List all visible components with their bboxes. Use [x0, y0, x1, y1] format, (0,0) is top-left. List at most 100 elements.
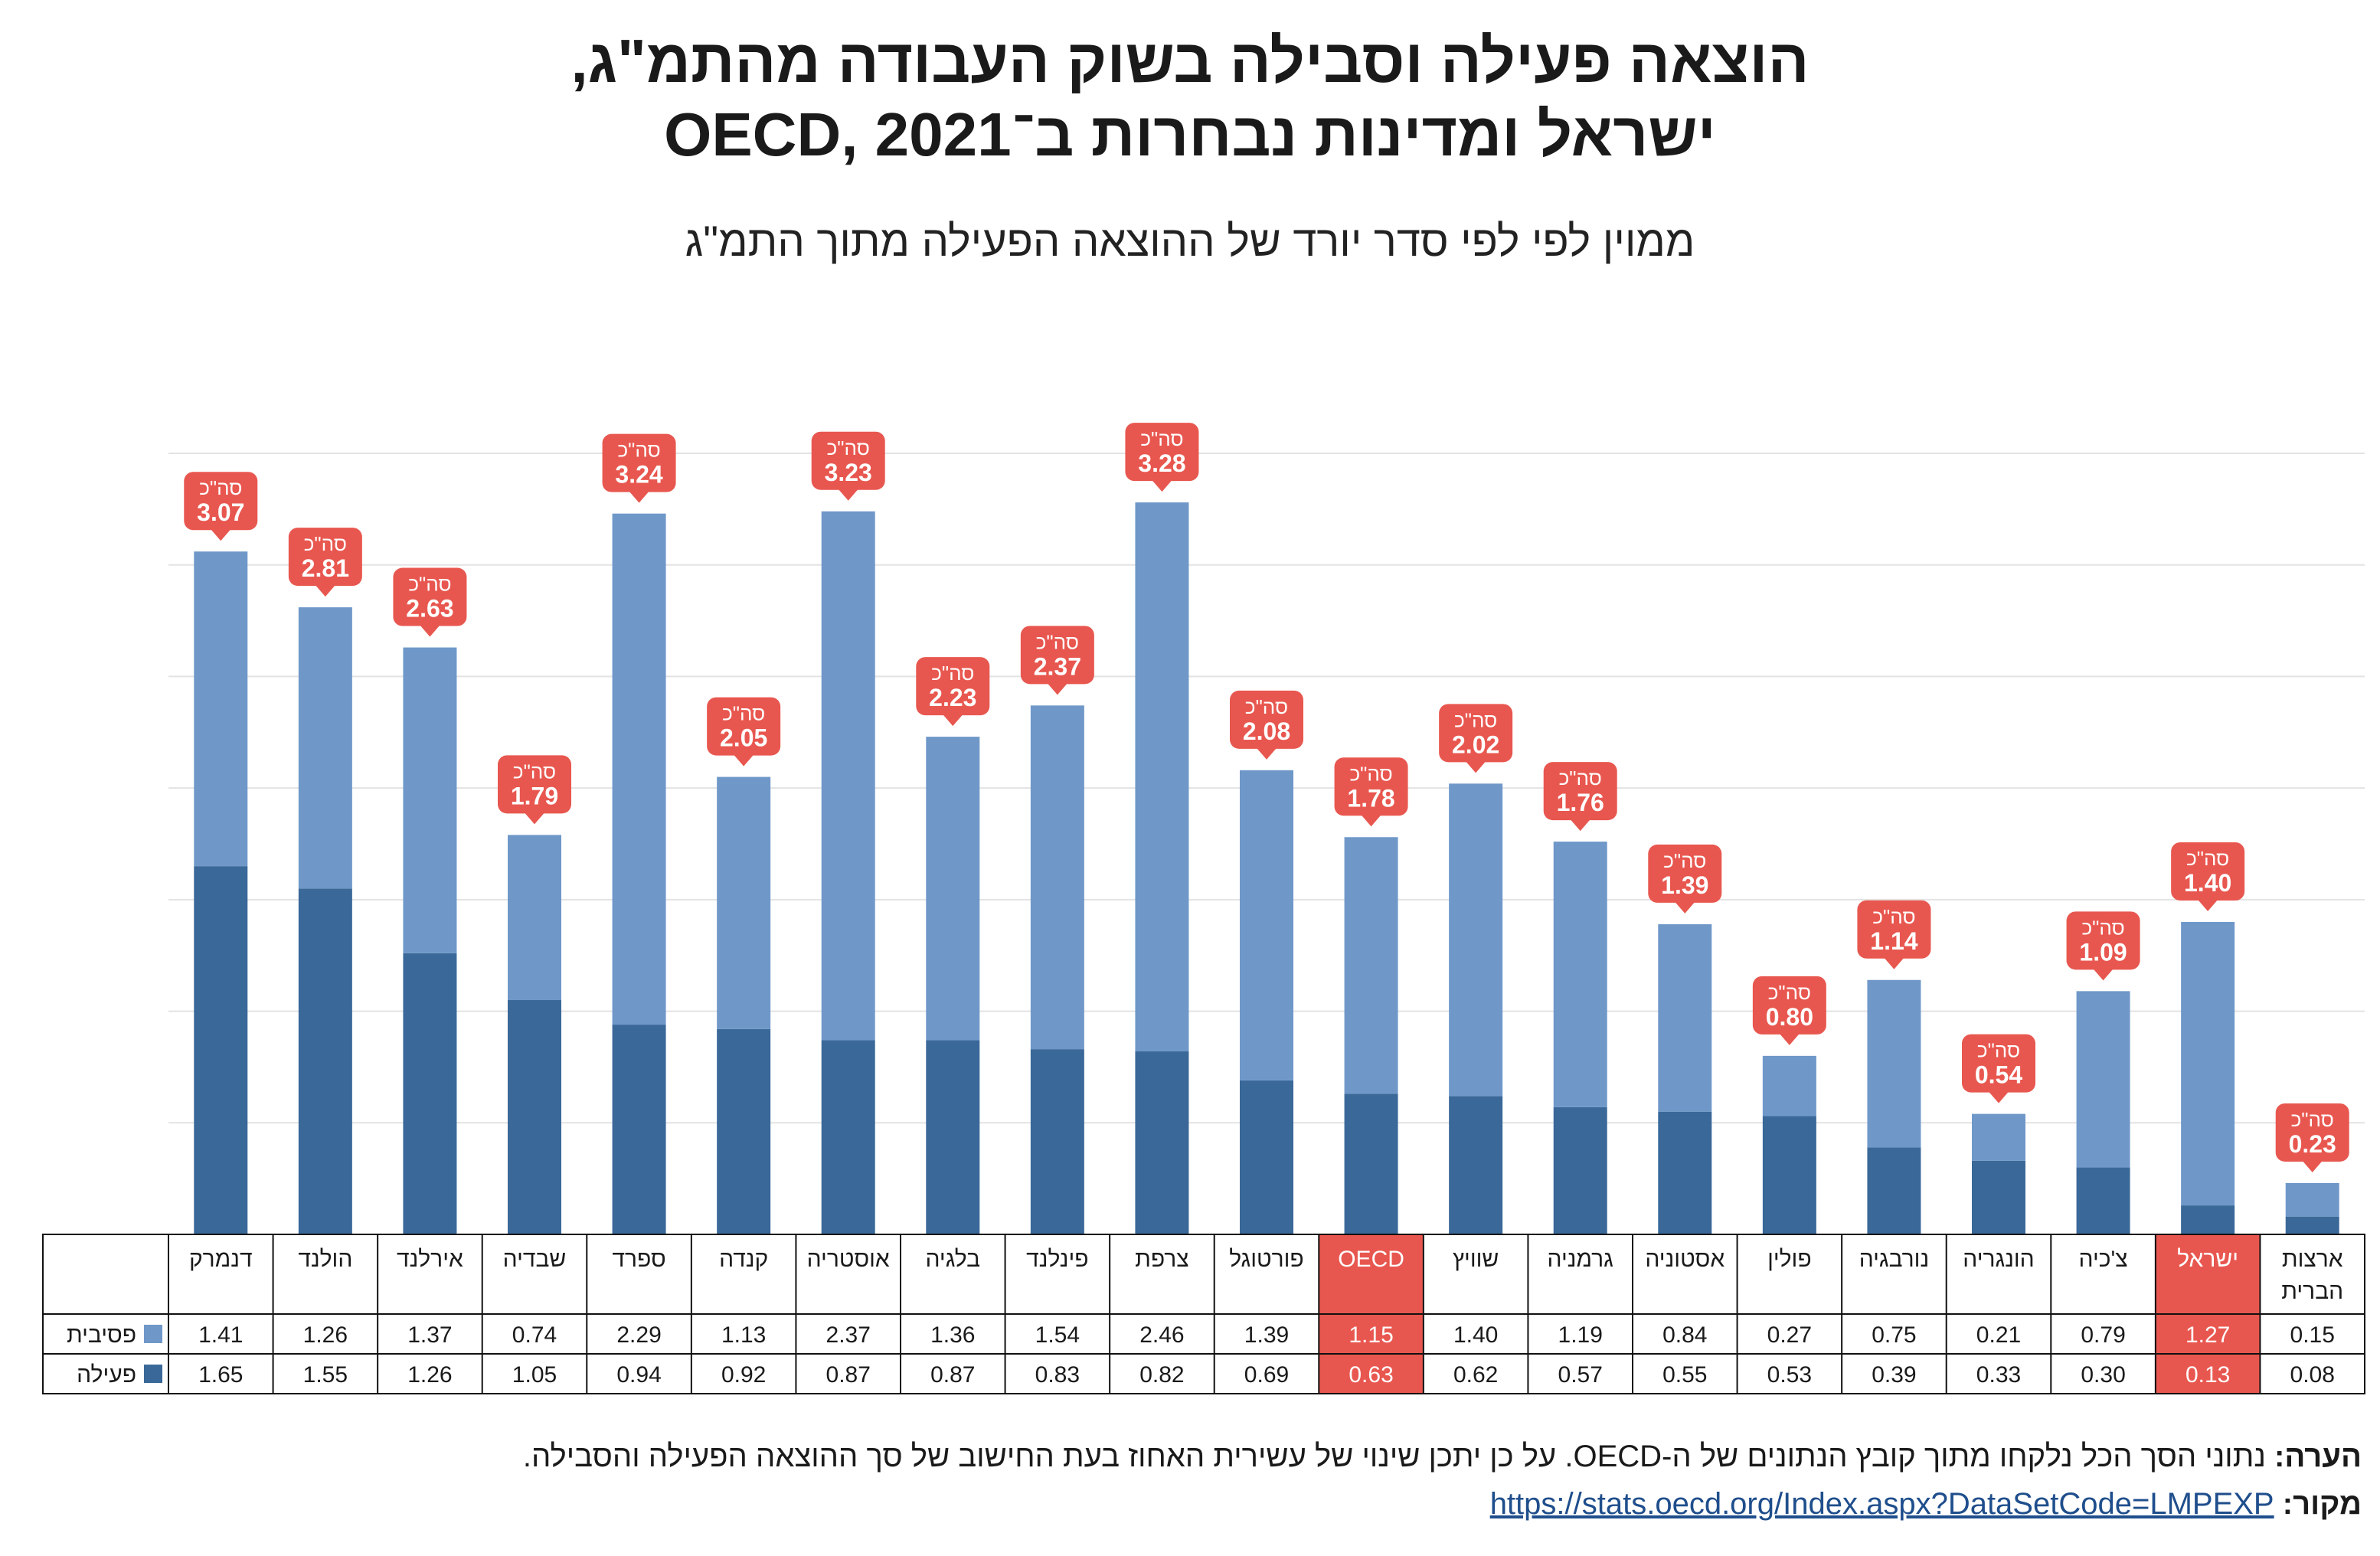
total-callout: [393, 567, 467, 626]
category-label: פינלנד: [1026, 1247, 1088, 1272]
total-label: סה"כ: [304, 532, 347, 555]
total-value: 2.23: [929, 684, 976, 711]
total-value: 0.80: [1766, 1003, 1813, 1031]
total-label: סה"כ: [1663, 849, 1706, 872]
passive-value: 1.19: [1558, 1322, 1603, 1348]
active-value: 0.82: [1139, 1362, 1184, 1388]
total-label: סה"כ: [1454, 708, 1497, 731]
bar-passive: [1135, 502, 1189, 1052]
total-callout: [2275, 1103, 2349, 1162]
callout-pointer: [2302, 1160, 2323, 1172]
bar-passive: [2076, 991, 2130, 1168]
category-label: קנדה: [719, 1247, 768, 1272]
active-value: 0.92: [721, 1362, 766, 1388]
bar-passive: [1553, 842, 1607, 1107]
active-value: 0.94: [616, 1362, 661, 1388]
chart-subtitle: ממוין לפי לפי סדר יורד של ההוצאה הפעילה …: [685, 217, 1695, 265]
total-value: 2.81: [302, 554, 349, 582]
callout-pointer: [838, 489, 858, 501]
note-label: הערה:: [2274, 1440, 2362, 1473]
total-label: סה"כ: [1036, 630, 1079, 653]
bar-passive: [2181, 922, 2235, 1206]
passive-value: 0.27: [1767, 1322, 1812, 1348]
active-value: 0.57: [1558, 1362, 1603, 1388]
category-label: צרפת: [1135, 1247, 1189, 1272]
total-value: 0.54: [1975, 1061, 2022, 1089]
callout-pointer: [1361, 815, 1381, 827]
bar-passive: [1658, 923, 1712, 1112]
bar-passive: [1972, 1113, 2025, 1161]
callout-pointer: [1152, 480, 1172, 492]
total-callout: [707, 697, 781, 756]
bar-active: [1030, 1049, 1084, 1234]
callout-pointer: [2093, 969, 2114, 981]
callout-pointer: [1989, 1091, 2009, 1103]
bar-active: [1135, 1051, 1189, 1234]
total-callout: [2171, 842, 2245, 901]
total-callout: [2066, 911, 2140, 970]
total-callout: [184, 472, 258, 531]
legend-label-passive: פסיבית: [67, 1322, 136, 1348]
category-label: דנמרק: [189, 1247, 253, 1272]
bar-passive: [298, 607, 352, 889]
active-value: 1.55: [303, 1362, 348, 1388]
callout-pointer: [1884, 957, 1904, 969]
total-callout: [288, 528, 362, 587]
total-label: סה"כ: [1349, 762, 1392, 785]
total-value: 3.28: [1138, 449, 1185, 477]
bar-active: [2076, 1167, 2130, 1234]
source-label: מקור:: [2282, 1487, 2362, 1521]
category-label: צ'כיה: [2079, 1247, 2128, 1272]
passive-value: 0.84: [1662, 1322, 1707, 1348]
active-value: 0.87: [930, 1362, 975, 1388]
title-line-1: הוצאה פעילה וסבילה בשוק העבודה מהתמ"ג,: [570, 27, 1810, 95]
category-label: גרמניה: [1548, 1247, 1613, 1272]
total-label: סה"כ: [722, 702, 765, 725]
active-value: 0.33: [1976, 1362, 2021, 1388]
category-label: פורטוגל: [1229, 1247, 1303, 1272]
passive-value: 2.29: [616, 1322, 661, 1348]
data-table-grid: [42, 1234, 2365, 1394]
bar-passive: [508, 835, 561, 1000]
bar-passive: [194, 551, 248, 867]
total-value: 3.07: [197, 499, 244, 526]
active-value: 0.62: [1453, 1362, 1498, 1388]
total-label: סה"כ: [1140, 427, 1183, 450]
total-callout: [1752, 976, 1826, 1035]
total-value: 2.37: [1034, 652, 1081, 680]
passive-value: 2.37: [826, 1322, 871, 1348]
callout-pointer: [1675, 901, 1695, 914]
active-value: 0.87: [826, 1362, 871, 1388]
passive-value: 1.40: [1453, 1322, 1498, 1348]
total-value: 2.63: [406, 595, 453, 623]
bar-active: [194, 866, 248, 1234]
bar-active: [2285, 1216, 2339, 1234]
passive-value: 2.46: [1139, 1322, 1184, 1348]
total-callout: [1543, 762, 1617, 821]
total-label: סה"כ: [827, 436, 870, 459]
bar-active: [2181, 1205, 2235, 1234]
bar-passive: [1762, 1055, 1816, 1116]
total-callout: [1648, 844, 1722, 903]
category-label: פולין: [1767, 1247, 1812, 1272]
passive-value: 0.79: [2081, 1322, 2125, 1348]
stacked-bar-chart: סה"כ3.07סה"כ2.81סה"כ2.63סה"כ1.79סה"כ3.24…: [42, 423, 2365, 1394]
bar-passive: [926, 737, 980, 1041]
active-value: 0.63: [1349, 1362, 1393, 1388]
active-value: 1.65: [198, 1362, 243, 1388]
total-callout: [811, 431, 885, 490]
active-value: 0.39: [1872, 1362, 1916, 1388]
callout-pointer: [943, 714, 963, 727]
source-link[interactable]: https://stats.oecd.org/Index.aspx?DataSe…: [1489, 1487, 2274, 1521]
category-label: אירלנד: [397, 1247, 463, 1272]
category-label: ספרד: [612, 1247, 665, 1272]
total-label: סה"כ: [2186, 847, 2229, 870]
total-label: סה"כ: [2291, 1108, 2334, 1131]
active-value: 0.53: [1767, 1362, 1812, 1388]
total-callout: [916, 657, 990, 716]
callout-pointer: [1570, 819, 1590, 832]
note-text: נתוני הסך הכל נלקחו מתוך קובץ הנתונים של…: [522, 1440, 2266, 1473]
bar-active: [612, 1025, 666, 1234]
bar-active: [821, 1040, 875, 1234]
callout-pointer: [1779, 1033, 1800, 1045]
